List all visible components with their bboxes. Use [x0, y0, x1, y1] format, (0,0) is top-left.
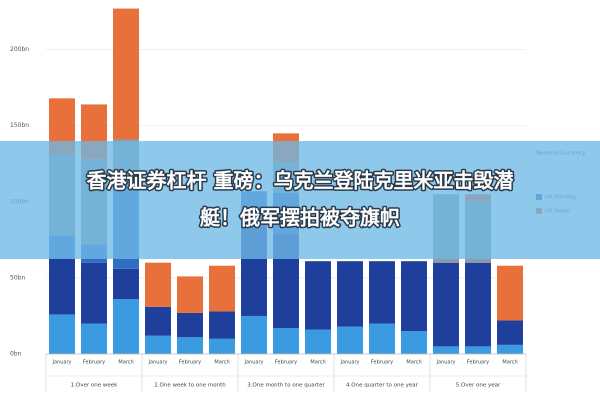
x-tick-label: January [244, 360, 264, 366]
x-tick-label: January [148, 360, 168, 366]
bar-segment [305, 329, 331, 354]
chart: 0bn50bn100bn150bn200bnJanuaryFebruaryMar… [10, 8, 586, 392]
y-tick-label: 50bn [10, 274, 25, 281]
bar-segment [209, 311, 235, 339]
group-label: 3.One month to one quarter [247, 383, 325, 389]
bar-segment [209, 338, 235, 354]
x-tick-label: February [83, 360, 105, 366]
x-tick-label: February [467, 360, 489, 366]
bar-segment [81, 262, 107, 324]
bar-segment [497, 265, 523, 321]
x-tick-label: January [436, 360, 456, 366]
bar-segment [113, 299, 139, 354]
group-label: 5.Over one year [456, 383, 501, 389]
x-tick-label: February [275, 360, 297, 366]
x-tick-label: February [179, 360, 201, 366]
bar-segment [433, 262, 459, 347]
bar-segment [177, 312, 203, 338]
x-tick-label: February [371, 360, 393, 366]
bar-segment [337, 326, 363, 354]
bar-segment [401, 331, 427, 354]
bar-segment [145, 306, 171, 336]
bar-segment [337, 261, 363, 327]
bar-segment [497, 344, 523, 354]
x-tick-label: March [406, 360, 421, 366]
group-label: 2.One week to one month [154, 383, 226, 389]
x-tick-label: January [52, 360, 72, 366]
bar-segment [305, 261, 331, 330]
bar-segment [465, 262, 491, 347]
bar-segment [369, 261, 395, 324]
bar-segment [113, 268, 139, 300]
y-tick-label: 150bn [10, 122, 29, 129]
bar-segment [177, 276, 203, 313]
y-tick-label: 0bn [10, 351, 22, 358]
group-label: 1.Over one week [71, 383, 118, 389]
headline-line: 香港证券杠杆 重磅：乌克兰登陆克里米亚击毁潜 [87, 169, 515, 193]
bar-segment [401, 261, 427, 332]
bar-segment [433, 346, 459, 354]
bar-segment [145, 262, 171, 307]
headline-line: 艇！俄军摆拍被夺旗帜 [199, 206, 400, 230]
bar-segment [113, 8, 139, 140]
headline-banner [0, 141, 600, 259]
bar-segment [497, 320, 523, 345]
x-tick-label: March [214, 360, 229, 366]
bar-segment [273, 328, 299, 354]
x-tick-label: January [340, 360, 360, 366]
bar-segment [81, 323, 107, 354]
x-tick-label: March [310, 360, 325, 366]
x-tick-label: March [118, 360, 133, 366]
bar-segment [209, 265, 235, 312]
bar-segment [369, 323, 395, 354]
bar-segment [49, 258, 75, 315]
bar-segment [177, 337, 203, 354]
y-tick-label: 200bn [10, 46, 29, 53]
bar-segment [465, 346, 491, 354]
group-label: 4.One quarter to one year [346, 383, 419, 389]
x-tick-label: March [502, 360, 517, 366]
bar-segment [49, 314, 75, 354]
bar-segment [241, 315, 267, 354]
bar-segment [145, 335, 171, 354]
